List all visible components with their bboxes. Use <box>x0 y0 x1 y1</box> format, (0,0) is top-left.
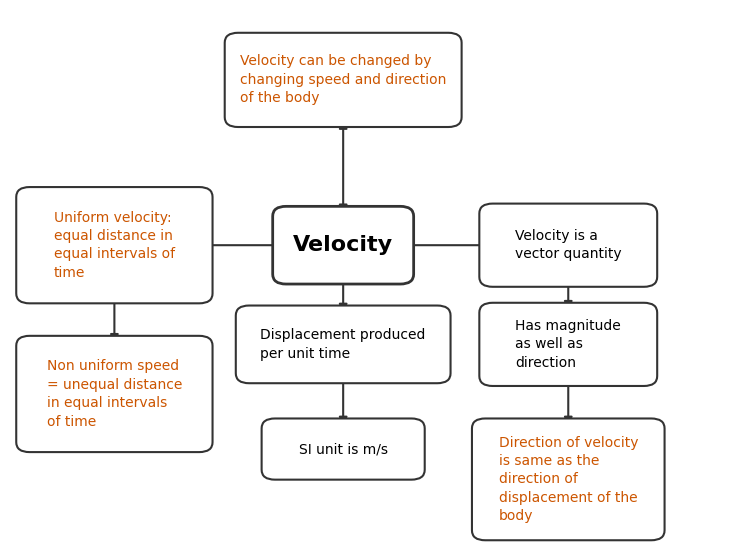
FancyBboxPatch shape <box>472 419 664 540</box>
Text: Non uniform speed
= unequal distance
in equal intervals
of time: Non uniform speed = unequal distance in … <box>46 359 182 429</box>
FancyBboxPatch shape <box>480 203 657 287</box>
Text: Velocity is a
vector quantity: Velocity is a vector quantity <box>515 229 621 261</box>
FancyBboxPatch shape <box>224 33 462 127</box>
FancyBboxPatch shape <box>16 336 213 452</box>
FancyBboxPatch shape <box>272 206 413 284</box>
Text: SI unit is m/s: SI unit is m/s <box>299 442 387 456</box>
Text: Has magnitude
as well as
direction: Has magnitude as well as direction <box>515 319 621 370</box>
FancyBboxPatch shape <box>236 305 450 383</box>
FancyBboxPatch shape <box>480 303 657 386</box>
Text: Direction of velocity
is same as the
direction of
displacement of the
body: Direction of velocity is same as the dir… <box>498 436 638 523</box>
Text: Uniform velocity:
equal distance in
equal intervals of
time: Uniform velocity: equal distance in equa… <box>54 210 175 280</box>
Text: Velocity: Velocity <box>293 235 393 255</box>
Text: Displacement produced
per unit time: Displacement produced per unit time <box>261 328 426 360</box>
FancyBboxPatch shape <box>16 187 213 303</box>
Text: Velocity can be changed by
changing speed and direction
of the body: Velocity can be changed by changing spee… <box>240 55 446 105</box>
FancyBboxPatch shape <box>262 419 425 479</box>
